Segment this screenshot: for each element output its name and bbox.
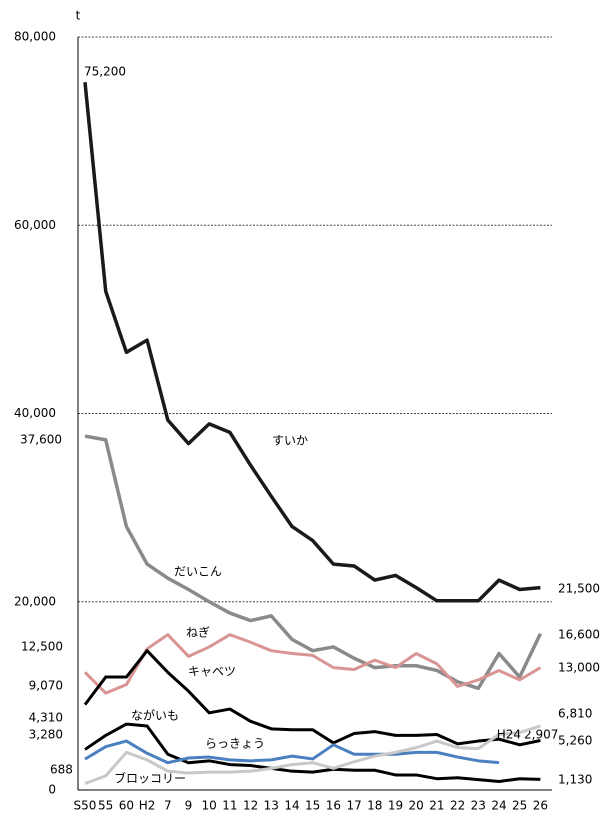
x-tick-label: 22	[450, 799, 465, 813]
series-line	[84, 434, 542, 691]
value-label: 75,200	[84, 65, 126, 79]
x-tick-label: 10	[202, 799, 217, 813]
y-tick-label: 0	[48, 783, 56, 797]
x-tick-label: 19	[388, 799, 403, 813]
x-tick-label: 14	[284, 799, 299, 813]
y-tick-label: 60,000	[14, 218, 56, 232]
value-label: 9,070	[29, 679, 63, 693]
value-label: 4,310	[29, 711, 63, 725]
value-label: 1,130	[558, 773, 592, 787]
series-label: ながいも	[131, 708, 179, 723]
series-label: すいか	[272, 434, 308, 448]
x-tick-label: 9	[185, 799, 193, 813]
value-label: 6,810	[558, 707, 592, 721]
x-tick-label: 12	[243, 799, 258, 813]
y-tick-label: 80,000	[14, 30, 56, 44]
x-tick-label: 7	[164, 799, 172, 813]
series-line	[83, 633, 542, 695]
value-label: 21,500	[558, 582, 600, 596]
value-label: 688	[50, 763, 73, 777]
series-label: だいこん	[174, 565, 222, 579]
y-tick-label: 40,000	[14, 406, 56, 420]
y-tick-label: 20,000	[14, 594, 56, 608]
x-tick-label: 24	[491, 799, 506, 813]
series-line	[84, 722, 541, 784]
series-line	[83, 649, 541, 747]
x-tick-label: 23	[471, 799, 486, 813]
annotation: H24	[497, 728, 521, 742]
x-tick-label: 21	[429, 799, 444, 813]
series-label: らっきょう	[205, 737, 265, 751]
value-label: 37,600	[20, 433, 62, 447]
series-line	[84, 739, 500, 765]
x-tick-label: 13	[264, 799, 279, 813]
x-tick-label: 11	[222, 799, 237, 813]
x-tick-label: 20	[409, 799, 424, 813]
x-tick-label: 60	[119, 799, 134, 813]
value-label: 2,907	[524, 728, 558, 742]
series-label: ブロッコリー	[114, 771, 186, 786]
x-tick-label: H2	[139, 799, 156, 813]
x-tick-label: 15	[305, 799, 320, 813]
value-label: 16,600	[558, 628, 600, 642]
series-line	[83, 82, 541, 603]
x-tick-label: S50	[74, 799, 97, 813]
value-label: 5,260	[558, 734, 592, 748]
value-label: 12,500	[21, 640, 63, 654]
value-label: 3,280	[29, 728, 63, 742]
series-label: ねぎ	[186, 626, 210, 640]
value-label: 13,000	[558, 661, 600, 675]
y-axis-unit: t	[76, 9, 81, 23]
x-tick-label: 25	[512, 799, 527, 813]
series-label: キャベツ	[188, 665, 236, 679]
x-tick-label: 26	[533, 799, 548, 813]
x-tick-label: 55	[98, 799, 113, 813]
series-line	[84, 724, 541, 785]
x-tick-label: 17	[346, 799, 361, 813]
x-tick-label: 16	[326, 799, 341, 813]
x-tick-label: 18	[367, 799, 382, 813]
